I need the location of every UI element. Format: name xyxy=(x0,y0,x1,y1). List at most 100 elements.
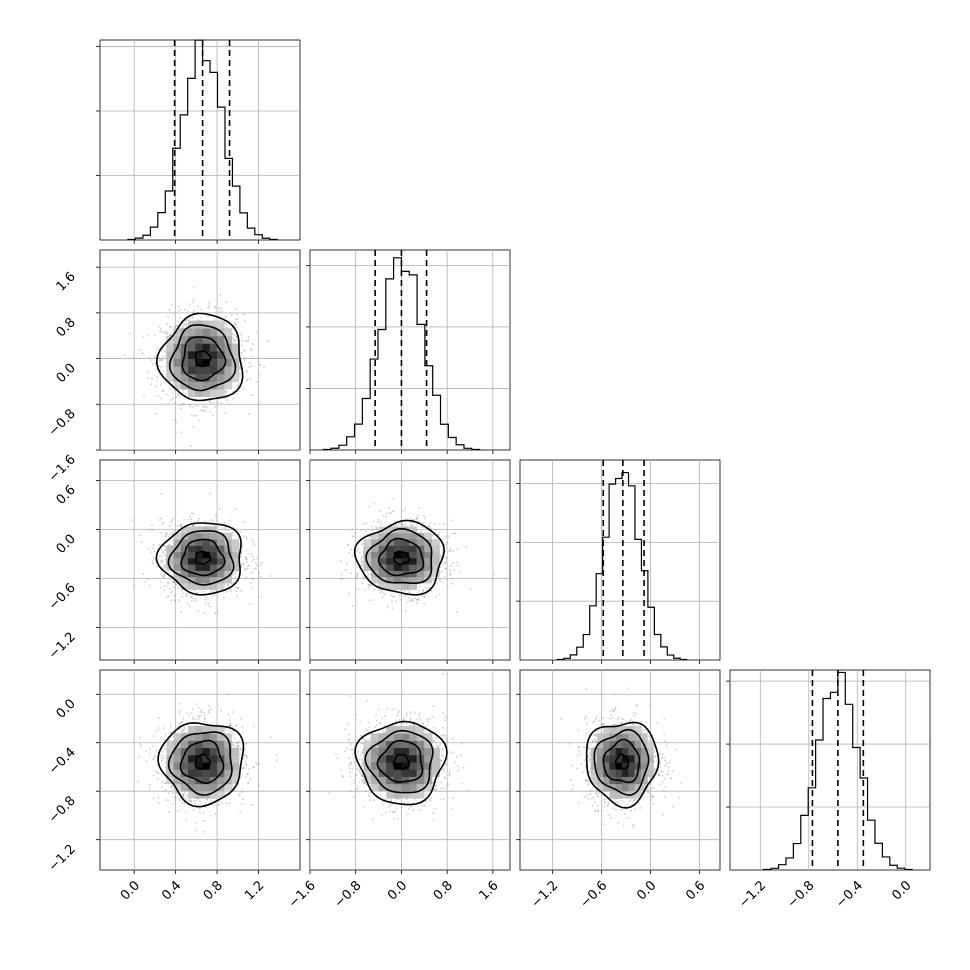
scatter-point xyxy=(651,776,653,778)
density-cell xyxy=(386,790,395,799)
scatter-point xyxy=(179,727,182,729)
scatter-point xyxy=(398,710,400,712)
scatter-point xyxy=(349,775,352,778)
scatter-point xyxy=(196,800,198,802)
density-cell xyxy=(202,776,211,785)
density-cell xyxy=(209,790,218,799)
scatter-point xyxy=(152,774,155,777)
scatter-point xyxy=(593,783,596,786)
scatter-point xyxy=(421,589,424,592)
scatter-point xyxy=(457,765,459,768)
density-cell xyxy=(615,769,623,777)
scatter-point xyxy=(245,370,248,372)
scatter-point xyxy=(597,809,600,812)
contour-level-1 xyxy=(377,537,425,577)
scatter-point xyxy=(161,750,164,753)
scatter-point xyxy=(232,582,235,584)
density-cell xyxy=(202,381,211,390)
scatter-point xyxy=(418,717,421,720)
scatter-point xyxy=(435,741,438,744)
density-cell xyxy=(173,358,182,367)
scatter-point xyxy=(147,334,150,336)
contour-level-3 xyxy=(585,721,660,809)
scatter-point xyxy=(160,384,162,386)
scatter-point xyxy=(365,522,368,524)
density-cell xyxy=(416,564,425,571)
scatter-point xyxy=(207,521,209,523)
density-cell xyxy=(202,762,211,770)
panel-content xyxy=(100,670,300,870)
scatter-point xyxy=(605,790,608,793)
scatter-point xyxy=(435,535,437,538)
scatter-point xyxy=(162,560,164,563)
density-cell xyxy=(202,366,211,375)
scatter-point xyxy=(159,580,162,583)
density-cell xyxy=(202,373,211,382)
density-cell xyxy=(224,335,233,344)
scatter-point xyxy=(246,380,248,383)
density-cell xyxy=(386,747,395,756)
scatter-point xyxy=(617,718,619,721)
scatter-point xyxy=(186,799,188,801)
scatter-point xyxy=(236,745,238,747)
scatter-point xyxy=(226,729,229,732)
scatter-point xyxy=(158,555,161,558)
scatter-point xyxy=(212,401,215,404)
contour-level-1 xyxy=(602,738,641,784)
scatter-point xyxy=(181,721,183,724)
scatter-point xyxy=(454,532,457,534)
scatter-point xyxy=(587,793,590,796)
scatter-point xyxy=(162,566,165,569)
scatter-point xyxy=(245,576,248,579)
scatter-point xyxy=(410,517,412,519)
density-cell xyxy=(209,526,218,534)
scatter-point xyxy=(160,559,163,562)
scatter-point xyxy=(208,304,210,307)
density-cell xyxy=(202,545,211,553)
scatter-point xyxy=(215,514,217,516)
scatter-point xyxy=(339,560,342,562)
scatter-point xyxy=(361,543,363,546)
density-cell xyxy=(188,532,196,540)
scatter-point xyxy=(221,310,224,312)
density-cell xyxy=(647,754,654,763)
density-cell xyxy=(180,769,189,777)
density-cell xyxy=(188,769,196,777)
density-cell xyxy=(409,726,418,734)
scatter-point xyxy=(449,568,452,571)
scatter-point xyxy=(244,349,246,352)
scatter-point xyxy=(255,381,258,383)
scatter-point xyxy=(238,794,241,797)
density-cell xyxy=(393,545,402,553)
scatter-point xyxy=(588,770,590,773)
scatter-point xyxy=(186,592,188,595)
scatter-point xyxy=(665,762,668,765)
density-cell xyxy=(224,740,233,749)
scatter-point xyxy=(210,519,213,521)
density-cell xyxy=(209,350,218,359)
scatter-point xyxy=(422,722,424,725)
density-cell xyxy=(195,733,203,741)
scatter-point xyxy=(439,760,441,762)
scatter-point xyxy=(595,788,597,791)
scatter-point xyxy=(349,771,352,774)
scatter-point xyxy=(595,735,598,737)
scatter-point xyxy=(351,768,354,771)
density-cell xyxy=(386,564,395,571)
scatter-point xyxy=(415,598,418,601)
scatter-point xyxy=(246,378,248,380)
density-cell xyxy=(202,532,211,540)
scatter-point xyxy=(392,724,394,727)
scatter-point xyxy=(147,547,150,550)
scatter-point xyxy=(169,334,171,337)
scatter-point xyxy=(168,811,170,813)
density-cell xyxy=(401,762,410,770)
scatter-point xyxy=(203,406,205,408)
scatter-point xyxy=(240,551,243,554)
scatter-point xyxy=(190,712,193,714)
scatter-point xyxy=(353,796,355,798)
scatter-point xyxy=(244,568,247,571)
scatter-point xyxy=(230,730,232,732)
scatter-point xyxy=(245,558,247,561)
